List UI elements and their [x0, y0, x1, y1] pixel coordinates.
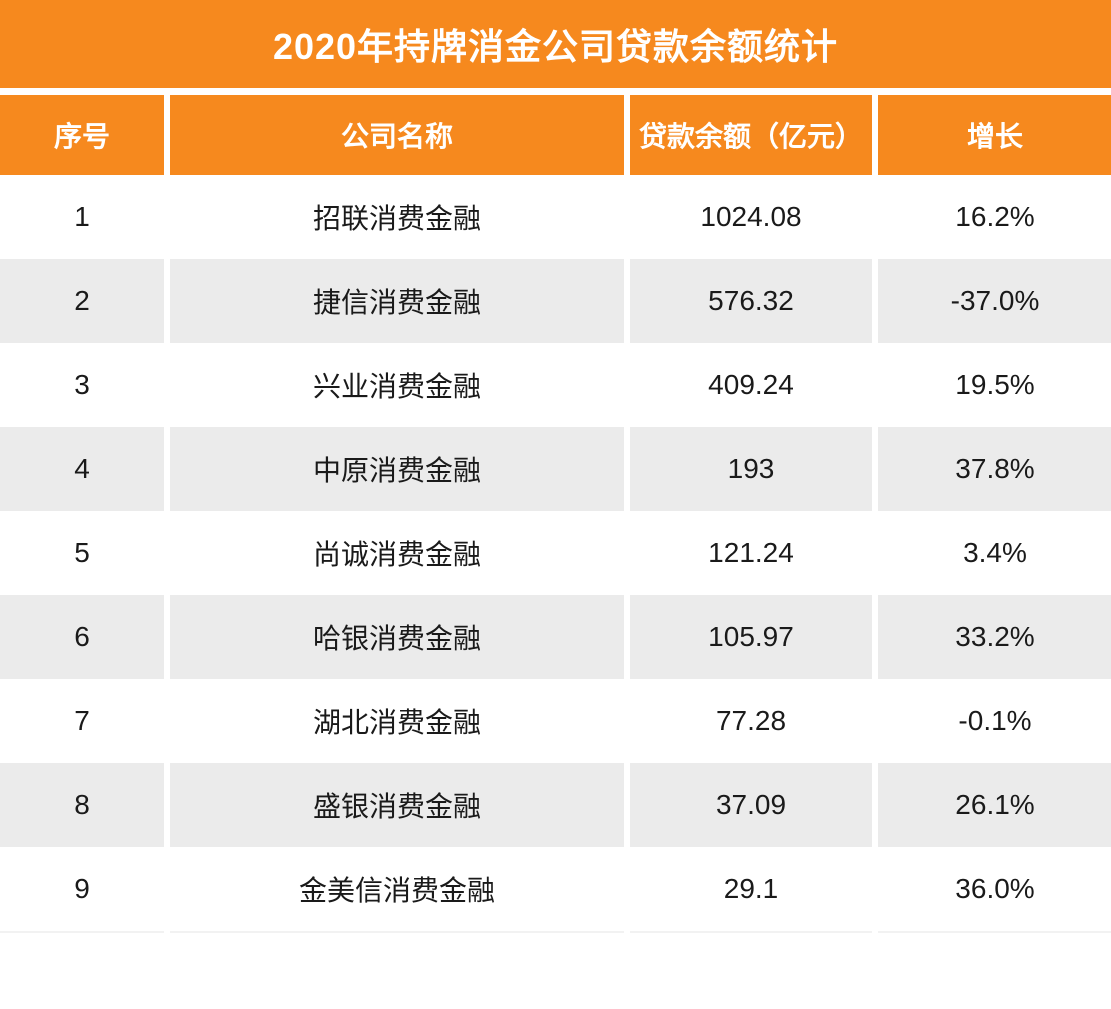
column-header-growth: 增长 — [878, 95, 1111, 175]
cell-balance: 576.32 — [630, 259, 872, 343]
cell-company: 金美信消费金融 — [170, 847, 624, 931]
column-header-balance: 贷款余额（亿元） — [630, 95, 872, 175]
column-header-company: 公司名称 — [170, 95, 624, 175]
page-title: 2020年持牌消金公司贷款余额统计 — [272, 26, 839, 67]
cell-no: 4 — [0, 427, 164, 511]
cell-company: 盛银消费金融 — [170, 763, 624, 847]
cell-no: 6 — [0, 595, 164, 679]
table-row: 1 招联消费金融 1024.08 16.2% — [0, 175, 1111, 259]
cell-balance: 1024.08 — [630, 175, 872, 259]
cell-balance: 409.24 — [630, 343, 872, 427]
table-row: 9 金美信消费金融 29.1 36.0% — [0, 847, 1111, 931]
loan-balance-table: 序号 公司名称 贷款余额（亿元） 增长 1 招联消费金融 1024.08 16.… — [0, 95, 1111, 933]
cell-growth: 36.0% — [878, 847, 1111, 931]
cell-balance: 37.09 — [630, 763, 872, 847]
cell-growth: 16.2% — [878, 175, 1111, 259]
footer-divider — [0, 931, 1111, 933]
cell-no: 8 — [0, 763, 164, 847]
cell-growth: -0.1% — [878, 679, 1111, 763]
table-body: 1 招联消费金融 1024.08 16.2% 2 捷信消费金融 576.32 -… — [0, 175, 1111, 931]
cell-balance: 121.24 — [630, 511, 872, 595]
cell-company: 捷信消费金融 — [170, 259, 624, 343]
cell-company: 湖北消费金融 — [170, 679, 624, 763]
table-row: 4 中原消费金融 193 37.8% — [0, 427, 1111, 511]
table-header-row: 序号 公司名称 贷款余额（亿元） 增长 — [0, 95, 1111, 175]
cell-no: 2 — [0, 259, 164, 343]
cell-balance: 193 — [630, 427, 872, 511]
cell-balance: 77.28 — [630, 679, 872, 763]
table-row: 8 盛银消费金融 37.09 26.1% — [0, 763, 1111, 847]
footer-divider-segment — [170, 931, 624, 933]
cell-no: 3 — [0, 343, 164, 427]
cell-balance: 105.97 — [630, 595, 872, 679]
column-header-no: 序号 — [0, 95, 164, 175]
cell-growth: 19.5% — [878, 343, 1111, 427]
cell-company: 尚诚消费金融 — [170, 511, 624, 595]
cell-growth: -37.0% — [878, 259, 1111, 343]
cell-balance: 29.1 — [630, 847, 872, 931]
table-row: 7 湖北消费金融 77.28 -0.1% — [0, 679, 1111, 763]
footer-divider-segment — [630, 931, 872, 933]
table-row: 5 尚诚消费金融 121.24 3.4% — [0, 511, 1111, 595]
footer-divider-segment — [0, 931, 164, 933]
footer-divider-segment — [878, 931, 1111, 933]
cell-growth: 26.1% — [878, 763, 1111, 847]
table-row: 3 兴业消费金融 409.24 19.5% — [0, 343, 1111, 427]
cell-company: 哈银消费金融 — [170, 595, 624, 679]
cell-no: 5 — [0, 511, 164, 595]
cell-growth: 33.2% — [878, 595, 1111, 679]
cell-growth: 37.8% — [878, 427, 1111, 511]
cell-no: 7 — [0, 679, 164, 763]
cell-no: 9 — [0, 847, 164, 931]
cell-company: 中原消费金融 — [170, 427, 624, 511]
table-row: 2 捷信消费金融 576.32 -37.0% — [0, 259, 1111, 343]
cell-no: 1 — [0, 175, 164, 259]
cell-company: 招联消费金融 — [170, 175, 624, 259]
cell-growth: 3.4% — [878, 511, 1111, 595]
table-title-bar: 2020年持牌消金公司贷款余额统计 — [0, 0, 1111, 88]
cell-company: 兴业消费金融 — [170, 343, 624, 427]
table-row: 6 哈银消费金融 105.97 33.2% — [0, 595, 1111, 679]
